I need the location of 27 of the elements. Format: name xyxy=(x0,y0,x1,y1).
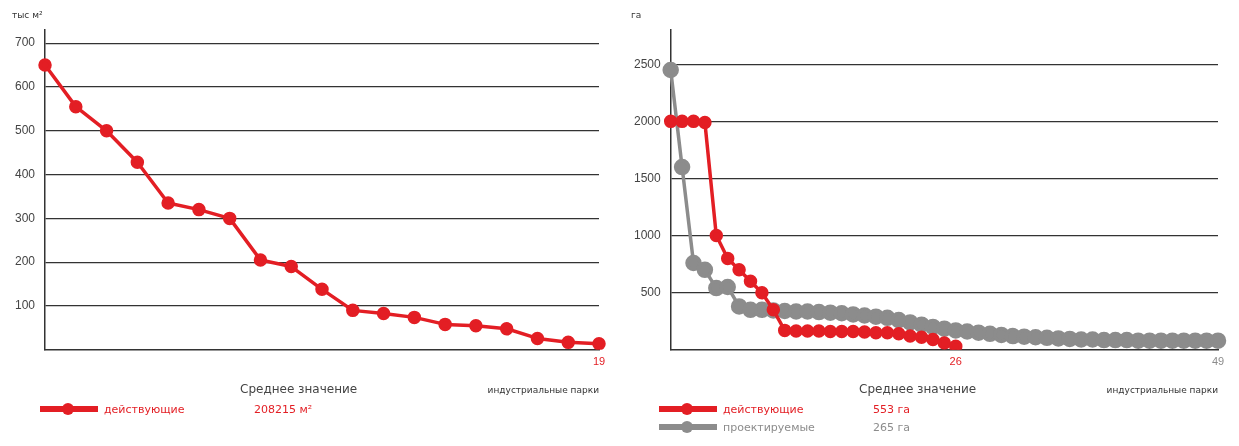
text: 265 га xyxy=(873,420,911,434)
text: действующие xyxy=(723,402,805,416)
y-tick-label: 500 xyxy=(640,285,662,300)
y-axis-title: га xyxy=(631,10,642,20)
text: действующие xyxy=(104,402,186,416)
y-tick-label: 400 xyxy=(14,166,36,181)
y-tick-label: 600 xyxy=(14,79,36,94)
text: проектируемые xyxy=(723,420,816,434)
y-tick-label: 100 xyxy=(14,298,36,313)
y-tick-label: 1500 xyxy=(633,170,662,185)
y-tick-label: 2500 xyxy=(633,56,662,71)
x-axis-title: индустриальные парки xyxy=(487,385,599,395)
y-tick-label: 700 xyxy=(14,35,36,50)
y-tick-label: 500 xyxy=(14,123,36,138)
text: 208215 м² xyxy=(254,402,313,416)
text: Среднее значение xyxy=(859,382,977,396)
text: Среднее значение xyxy=(240,382,358,396)
x-axis-title: индустриальные парки xyxy=(1106,385,1218,395)
y-axis-title: тыс м² xyxy=(12,10,43,20)
y-tick-label: 2000 xyxy=(633,113,662,128)
text: 553 га xyxy=(873,402,911,416)
x-tick-label: 49 xyxy=(1211,355,1225,368)
y-tick-label: 200 xyxy=(14,254,36,269)
y-tick-label: 300 xyxy=(14,210,36,225)
x-tick-label: 26 xyxy=(949,355,962,368)
x-tick-label: 19 xyxy=(592,355,606,368)
y-tick-label: 1000 xyxy=(633,227,662,242)
